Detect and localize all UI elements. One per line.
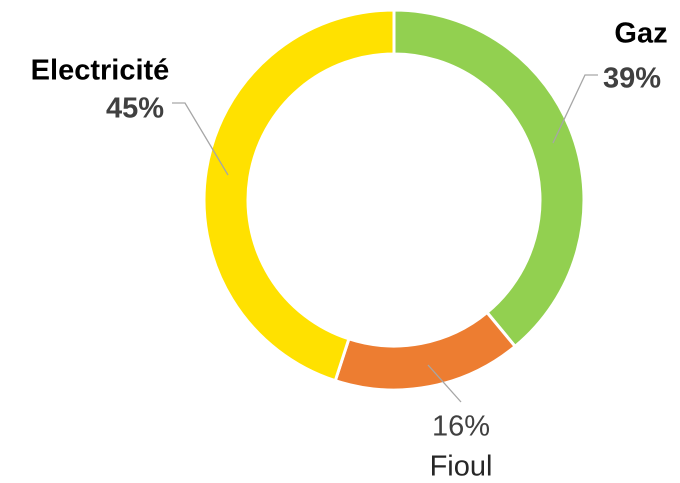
value-label: 16% — [432, 411, 490, 443]
leader-line — [172, 102, 229, 176]
value-label: 39% — [603, 63, 661, 95]
slice-label: Gaz — [614, 18, 667, 50]
slice-label: Fioul — [430, 451, 493, 483]
donut-slice — [333, 310, 518, 392]
value-label: 45% — [106, 93, 164, 125]
donut-slice — [202, 8, 396, 383]
leader-line — [427, 364, 462, 403]
donut-slice — [392, 8, 586, 349]
leader-line — [552, 74, 598, 144]
slice-label: Electricité — [31, 55, 170, 87]
